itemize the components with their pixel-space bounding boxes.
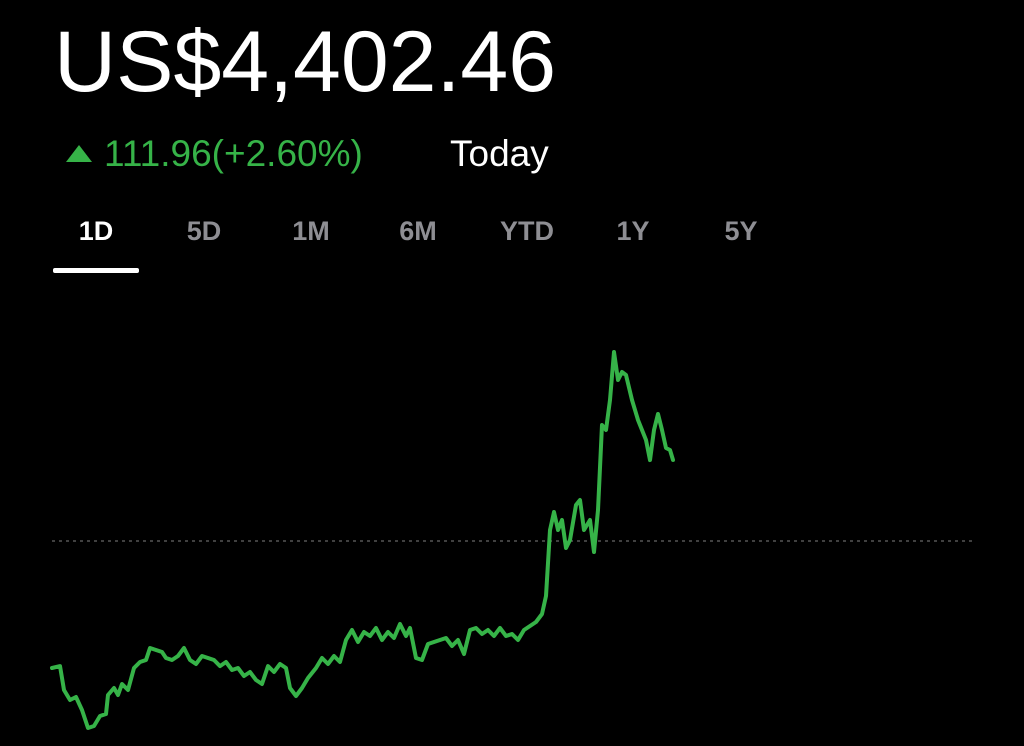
price: US$4,402.46 [54,14,556,110]
period: Today [450,133,549,174]
tab[interactable]: 5D [187,216,222,246]
price-line [50,350,675,730]
tab[interactable]: YTD [500,216,554,246]
tab[interactable]: 5Y [724,216,757,246]
tab[interactable]: 1M [292,216,330,246]
tab[interactable]: 1Y [616,216,649,246]
tab-underline [53,268,139,273]
tab[interactable]: 1D [79,216,114,246]
change: 111.96(+2.60%) [104,133,363,174]
tab-bar: 1D 5D 1M 6M YTD 1Y 5Y [53,216,758,273]
tab[interactable]: 6M [399,216,437,246]
plot [50,350,972,730]
up-arrow [66,145,92,162]
